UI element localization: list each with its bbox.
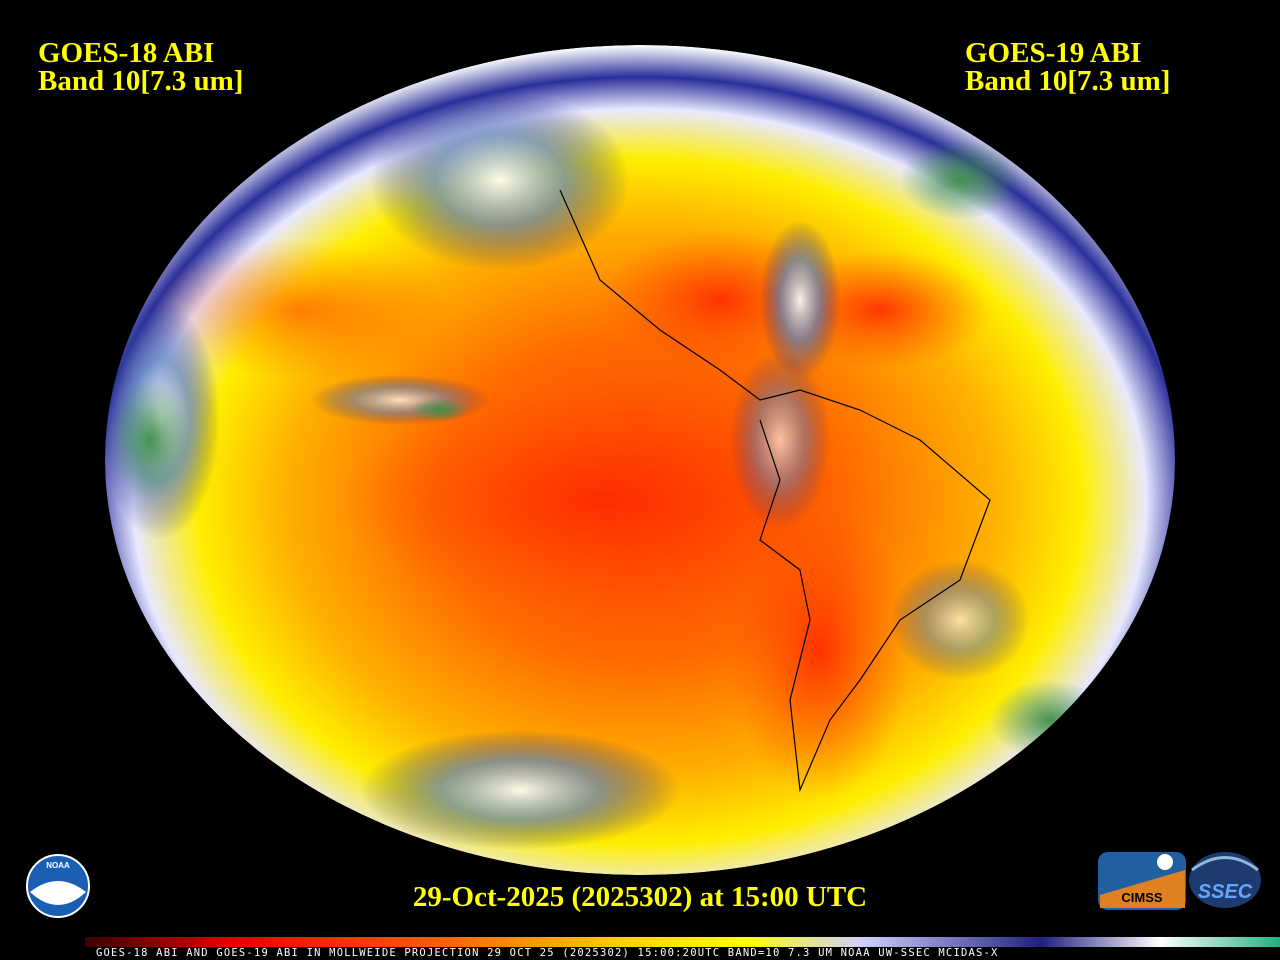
cimss-logo: CIMSS — [1098, 852, 1186, 910]
footer-strip: GOES-18 ABI AND GOES-19 ABI IN MOLLWEIDE… — [96, 947, 999, 959]
coastline — [559, 189, 991, 793]
cimss-label: CIMSS — [1121, 890, 1163, 905]
noaa-logo: NOAA — [26, 854, 90, 918]
ssec-logo: SSEC — [1189, 852, 1261, 908]
right-band: Band 10[7.3 um] — [965, 65, 1170, 97]
ssec-label: SSEC — [1198, 881, 1253, 903]
color-bar — [85, 937, 1280, 947]
timestamp: 29-Oct-2025 (2025302) at 15:00 UTC — [413, 881, 867, 913]
left-satellite: GOES-18 ABI — [38, 37, 214, 69]
right-satellite: GOES-19 ABI — [965, 37, 1141, 69]
left-band: Band 10[7.3 um] — [38, 65, 243, 97]
globe — [105, 45, 1175, 875]
noaa-label: NOAA — [46, 861, 70, 870]
